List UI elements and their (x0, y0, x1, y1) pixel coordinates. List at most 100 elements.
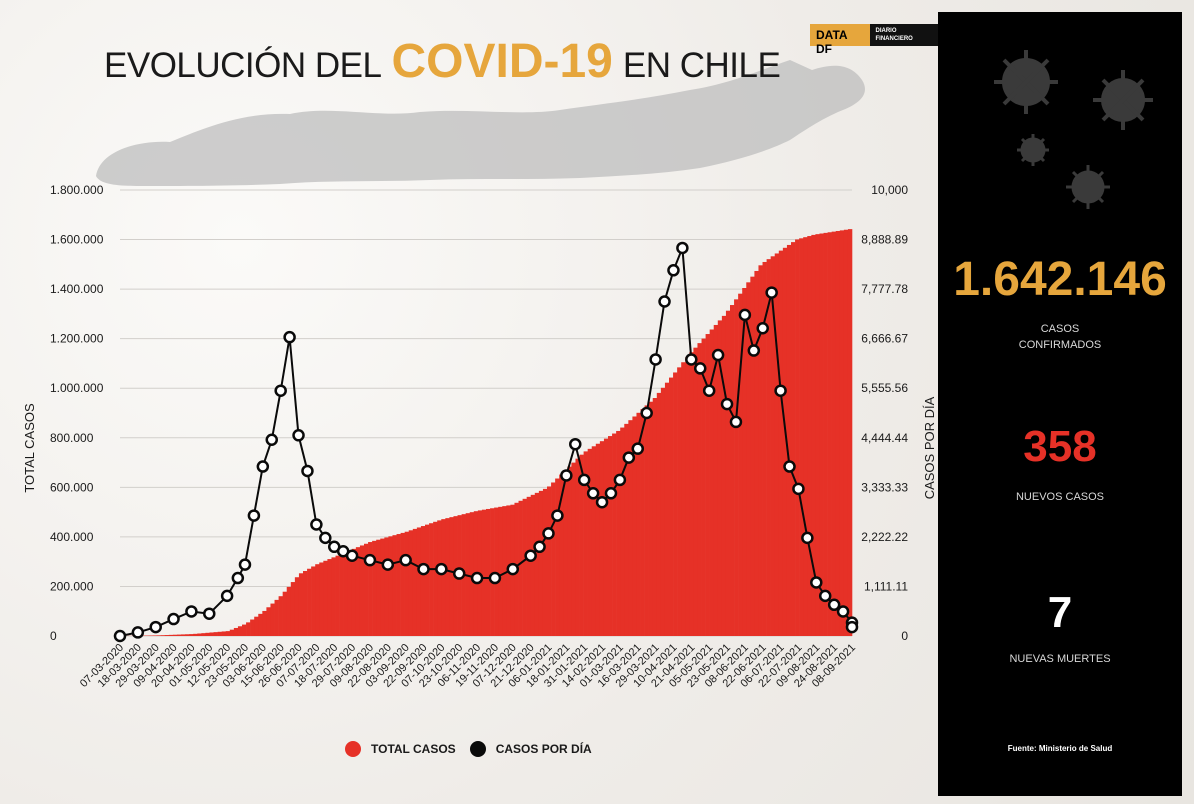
total-cases-bar (433, 521, 438, 636)
total-cases-bar (701, 338, 706, 636)
total-cases-bar (730, 305, 735, 636)
confirmed-cases-label-1: CASOS (1040, 323, 1080, 335)
total-cases-bar (624, 423, 629, 636)
y-tick-label: 200.000 (50, 579, 94, 593)
y2-tick-label: 0 (901, 629, 908, 643)
total-cases-bar (774, 253, 780, 636)
source-note: Fuente: Ministerio de Salud (1007, 744, 1113, 753)
total-cases-bar (339, 553, 344, 636)
total-cases-bar (408, 530, 414, 636)
datadf-logo: DATA DF DIARIO FINANCIERO (810, 24, 938, 56)
total-cases-bar (364, 543, 369, 636)
y2-axis-title: CASOS POR DÍA (922, 396, 937, 499)
total-cases-bar (766, 259, 771, 636)
total-cases-bar (290, 582, 296, 636)
daily-cases-point (631, 442, 645, 455)
daily-cases-point (685, 353, 698, 366)
daily-cases-point (845, 620, 859, 634)
total-cases-bar (266, 607, 271, 636)
total-cases-bar (567, 466, 572, 636)
total-cases-bar (762, 261, 767, 636)
daily-cases-point (301, 464, 314, 478)
covid-chart: 0 200.000 400.000 600.000 800.000 1.000.000 1.… (22, 60, 937, 690)
total-cases-bar (237, 626, 243, 636)
daily-cases-point (551, 509, 564, 522)
total-cases-bar (205, 632, 210, 636)
daily-cases-point (220, 589, 234, 603)
total-cases-bar (815, 234, 820, 636)
y2-tick-label: 3,333.33 (861, 480, 908, 494)
daily-cases-point (729, 415, 743, 429)
virus-icon (1066, 165, 1110, 209)
total-cases-bar (746, 282, 751, 636)
daily-cases-point (399, 553, 412, 567)
legend-swatch-daily (469, 741, 486, 757)
legend-label-daily: CASOS POR DÍA (495, 742, 592, 756)
total-cases-bar (429, 523, 434, 636)
y2-tick-label: 7,777.78 (861, 282, 908, 296)
total-cases-bar (742, 288, 747, 636)
total-cases-bar (795, 239, 800, 636)
total-cases-bar (189, 634, 194, 636)
total-cases-bar (616, 430, 621, 636)
total-cases-bar (669, 377, 674, 636)
total-cases-bar (591, 446, 597, 636)
total-cases-bar (656, 392, 662, 636)
total-cases-bar (250, 619, 255, 636)
total-cases-bar (372, 540, 377, 636)
total-cases-bar (197, 633, 202, 636)
total-cases-bar (274, 599, 279, 636)
total-cases-bar (758, 265, 763, 636)
daily-cases-point (506, 562, 520, 576)
total-cases-bar (217, 631, 222, 636)
daily-cases-point (613, 473, 627, 487)
total-cases-bar (526, 496, 532, 636)
daily-cases-point (238, 558, 252, 571)
total-cases-bar (286, 586, 292, 636)
total-cases-bar (311, 566, 316, 636)
total-cases-bar (697, 343, 702, 636)
daily-cases-point (774, 384, 787, 397)
daily-cases-point (381, 558, 395, 571)
daily-cases-point (577, 473, 591, 487)
total-cases-bar (282, 591, 288, 636)
total-cases-bar (254, 616, 259, 636)
new-cases-value: 358 (1023, 422, 1097, 471)
total-cases-bar (673, 372, 678, 636)
total-cases-bar (681, 362, 686, 636)
total-cases-bar (319, 562, 324, 636)
y-tick-label: 600.000 (50, 480, 94, 494)
daily-cases-point (640, 406, 653, 420)
daily-cases-point (569, 437, 582, 451)
total-cases-bar (547, 486, 552, 636)
stats-panel (938, 12, 1182, 796)
daily-cases-point (488, 571, 502, 585)
total-cases-bar (221, 631, 227, 636)
total-cases-bar (229, 629, 235, 636)
total-cases-bar (225, 631, 231, 636)
total-cases-bar (168, 634, 174, 636)
total-cases-bar (721, 315, 727, 636)
daily-cases-point (435, 562, 448, 576)
total-cases-bar (355, 547, 361, 636)
daily-cases-point (747, 344, 761, 357)
total-cases-bar (176, 634, 182, 636)
total-cases-bar (156, 635, 161, 636)
daily-cases-point (524, 549, 537, 562)
daily-cases-point (231, 571, 245, 585)
daily-cases-point (649, 353, 662, 366)
total-cases-bar (575, 458, 580, 636)
total-cases-bar (449, 517, 454, 636)
new-cases-label: NUEVOS CASOS (1015, 491, 1105, 503)
total-cases-bar (384, 537, 389, 636)
total-cases-bar (640, 409, 645, 636)
daily-cases-point (658, 295, 671, 308)
total-cases-bar (246, 622, 251, 636)
y2-tick-label: 1,111.11 (864, 579, 908, 593)
total-cases-bar (620, 427, 625, 636)
daily-cases-point (533, 540, 546, 554)
daily-cases-point (711, 348, 725, 362)
total-cases-bar (359, 545, 365, 636)
daily-cases-point (363, 553, 377, 567)
title-part-3: EN CHILE (622, 46, 781, 85)
